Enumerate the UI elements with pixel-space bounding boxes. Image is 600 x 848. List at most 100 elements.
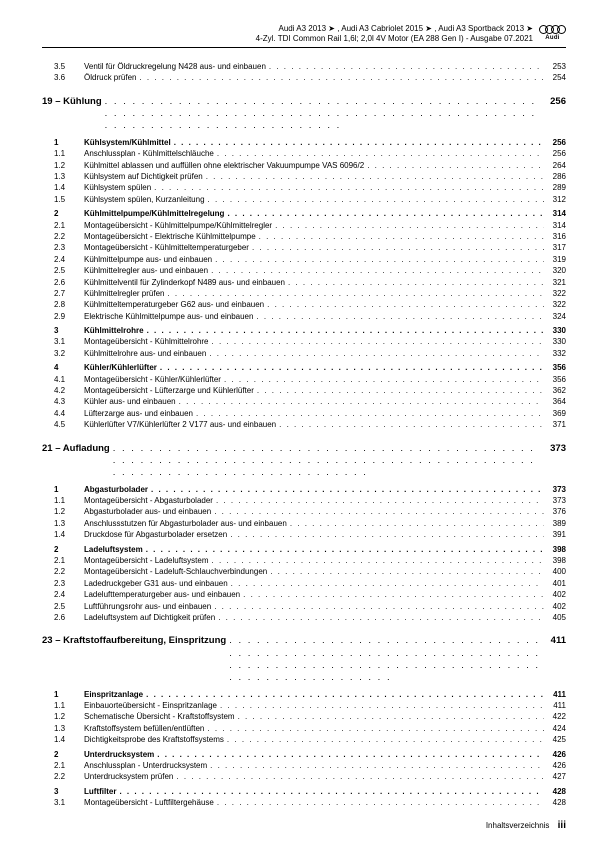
toc-number: 1 [42,485,84,495]
toc-dots: . . . . . . . . . . . . . . . . . . . . … [228,579,544,589]
toc-number: 4 [42,363,84,373]
toc-number: 4.1 [42,375,84,385]
toc-page: 398 [544,556,566,566]
toc-number: 2.5 [42,266,84,276]
toc-page: 411 [544,701,566,711]
toc-number: 2.5 [42,602,84,612]
toc-number: 2.2 [42,772,84,782]
toc-number: 1 [42,690,84,700]
toc-page: 322 [544,289,566,299]
toc-page: 400 [544,567,566,577]
toc-number: 4.5 [42,420,84,430]
toc-label: Lüfterzarge aus- und einbauen [84,409,193,419]
toc-number: 1.5 [42,195,84,205]
toc-row: 1Einspritzanlage . . . . . . . . . . . .… [42,690,566,700]
toc-label: Montageübersicht - Ladeluft-Schlauchverb… [84,567,267,577]
toc-number: 2.4 [42,255,84,265]
toc-dots: . . . . . . . . . . . . . . . . . . . . … [276,420,544,430]
toc-page: 401 [544,579,566,589]
toc-dots: . . . . . . . . . . . . . . . . . . . . … [143,545,544,555]
toc-row: 1.1Anschlussplan - Kühlmittelschläuche .… [42,149,566,159]
toc-page: 356 [544,363,566,373]
toc-row: 2Unterdrucksystem . . . . . . . . . . . … [42,750,566,760]
toc-dots: . . . . . . . . . . . . . . . . . . . . … [217,701,544,711]
toc-row: 3Luftfilter . . . . . . . . . . . . . . … [42,787,566,797]
footer-label: Inhaltsverzeichnis [486,821,550,830]
toc-dots: . . . . . . . . . . . . . . . . . . . . … [151,183,544,193]
page-footer: Inhaltsverzeichnis iii [486,819,566,832]
toc-page: 254 [544,73,566,83]
toc-row: 1.4Druckdose für Abgasturbolader ersetze… [42,530,566,540]
toc-row: 2Ladeluftsystem . . . . . . . . . . . . … [42,545,566,555]
toc-dots: . . . . . . . . . . . . . . . . . . . . … [110,443,544,480]
toc-label: Montageübersicht - Kühlmitteltemperaturg… [84,243,249,253]
toc-dots: . . . . . . . . . . . . . . . . . . . . … [224,735,544,745]
toc-row: 2.8Kühlmitteltemperaturgeber G62 aus- un… [42,300,566,310]
toc-label: Dichtigkeitsprobe des Kraftstoffsystems [84,735,224,745]
toc-dots: . . . . . . . . . . . . . . . . . . . . … [253,312,544,322]
toc-page: 320 [544,266,566,276]
toc-dots: . . . . . . . . . . . . . . . . . . . . … [266,62,544,72]
header-line2: 4-Zyl. TDI Common Rail 1,6l; 2,0l 4V Mot… [256,34,533,44]
toc-page: 314 [544,209,566,219]
toc-page: 426 [544,761,566,771]
brand-name: Audi [545,35,560,43]
toc-row: 3.6Öldruck prüfen . . . . . . . . . . . … [42,73,566,83]
toc-dots: . . . . . . . . . . . . . . . . . . . . … [157,363,544,373]
toc-label: Ladeluftsystem auf Dichtigkeit prüfen [84,613,215,623]
chapter-title: 23 – Kraftstoffaufbereitung, Einspritzun… [42,635,226,647]
toc-row: 2.5Kühlmittelregler aus- und einbauen . … [42,266,566,276]
toc-row: 2.4Ladelufttemperaturgeber aus- und einb… [42,590,566,600]
toc-row: 3.1Montageübersicht - Luftfiltergehäuse … [42,798,566,808]
toc-row: 2.6Kühlmittelventil für Zylinderkopf N48… [42,278,566,288]
toc-row: 2.3Montageübersicht - Kühlmitteltemperat… [42,243,566,253]
toc-number: 2.1 [42,556,84,566]
toc-label: Kühlsystem spülen, Kurzanleitung [84,195,205,205]
header-text: Audi A3 2013 ➤ , Audi A3 Cabriolet 2015 … [256,24,533,44]
toc-dots: . . . . . . . . . . . . . . . . . . . . … [211,602,544,612]
toc-dots: . . . . . . . . . . . . . . . . . . . . … [154,750,544,760]
toc-number: 2 [42,750,84,760]
table-of-contents: 3.5Ventil für Öldruckregelung N428 aus- … [42,62,566,809]
toc-label: Kühlmittelpumpe aus- und einbauen [84,255,212,265]
toc-dots: . . . . . . . . . . . . . . . . . . . . … [226,635,544,684]
toc-number: 1 [42,138,84,148]
toc-label: Montageübersicht - Lüfterzarge und Kühle… [84,386,254,396]
toc-page: 314 [544,221,566,231]
toc-label: Ladeluftsystem [84,545,143,555]
toc-number: 2.6 [42,278,84,288]
toc-page: 428 [544,798,566,808]
toc-number: 2.1 [42,761,84,771]
toc-label: Ventil für Öldruckregelung N428 aus- und… [84,62,266,72]
toc-dots: . . . . . . . . . . . . . . . . . . . . … [264,300,544,310]
chapter-title: 19 – Kühlung [42,96,102,108]
page-header: Audi A3 2013 ➤ , Audi A3 Cabriolet 2015 … [42,24,566,48]
toc-label: Schematische Übersicht - Kraftstoffsyste… [84,712,235,722]
toc-label: Druckdose für Abgasturbolader ersetzen [84,530,227,540]
toc-row: 1.3Kühlsystem auf Dichtigkeit prüfen . .… [42,172,566,182]
toc-page: 426 [544,750,566,760]
toc-label: Einspritzanlage [84,690,143,700]
toc-label: Montageübersicht - Kühlmittelrohre [84,337,209,347]
toc-number: 1.1 [42,496,84,506]
toc-dots: . . . . . . . . . . . . . . . . . . . . … [208,266,544,276]
toc-label: Kühlmittelregler prüfen [84,289,164,299]
toc-dots: . . . . . . . . . . . . . . . . . . . . … [164,289,544,299]
toc-number: 2.3 [42,579,84,589]
toc-number: 4.2 [42,386,84,396]
toc-page: 371 [544,420,566,430]
toc-dots: . . . . . . . . . . . . . . . . . . . . … [267,567,544,577]
toc-dots: . . . . . . . . . . . . . . . . . . . . … [254,386,544,396]
toc-label: Ladelufttemperaturgeber aus- und einbaue… [84,590,240,600]
toc-page: 398 [544,545,566,555]
toc-label: Kühlmittelventil für Zylinderkopf N489 a… [84,278,285,288]
toc-dots: . . . . . . . . . . . . . . . . . . . . … [272,221,544,231]
toc-number: 2.9 [42,312,84,322]
toc-number: 1.3 [42,172,84,182]
toc-label: Kühlmittelrohre aus- und einbauen [84,349,206,359]
toc-dots: . . . . . . . . . . . . . . . . . . . . … [227,530,544,540]
toc-dots: . . . . . . . . . . . . . . . . . . . . … [240,590,544,600]
toc-row: 4.2Montageübersicht - Lüfterzarge und Kü… [42,386,566,396]
toc-label: Abgasturbolader aus- und einbauen [84,507,211,517]
toc-dots: . . . . . . . . . . . . . . . . . . . . … [171,138,544,148]
